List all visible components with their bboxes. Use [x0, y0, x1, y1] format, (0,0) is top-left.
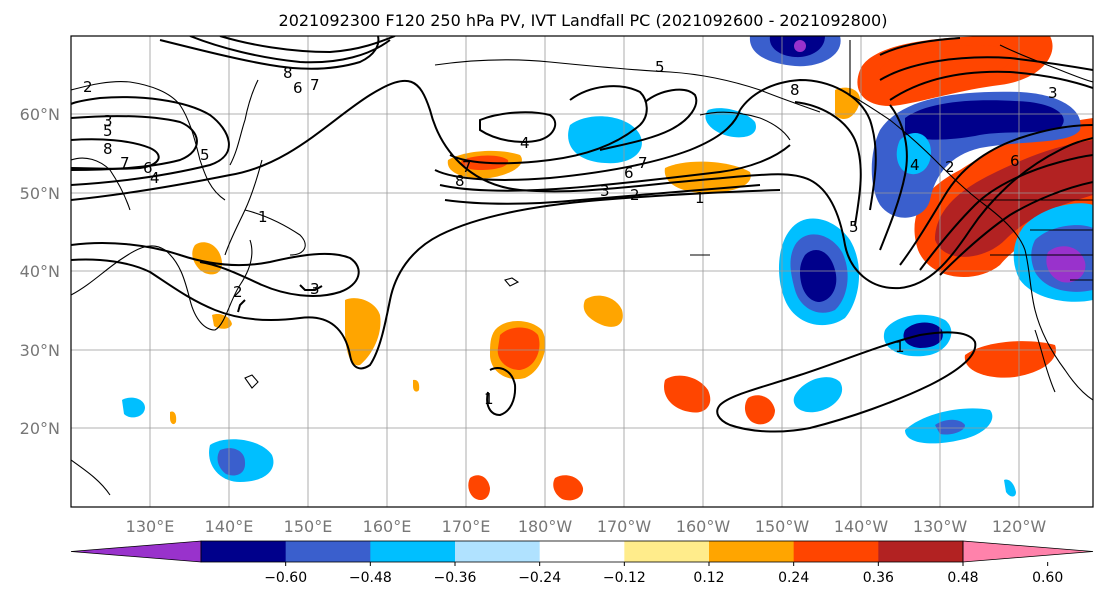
colorbar-border — [200, 540, 964, 563]
contour-label: 3 — [600, 182, 610, 200]
lon-label: 130°W — [913, 517, 968, 536]
contour-label: 7 — [310, 76, 320, 94]
colorbar-segment — [624, 541, 710, 562]
colorbar-tick-label: −0.48 — [349, 570, 392, 586]
lon-label: 130°E — [126, 517, 175, 536]
contour-label: 1 — [695, 189, 705, 207]
contour-label-group: 8 7 6 3 5 8 7 6 4 4 8 7 3 2 1 6 7 5 8 3 — [83, 58, 1058, 408]
pv-contours — [71, 36, 1093, 433]
colorbar-segment — [878, 541, 964, 562]
contour-label: 5 — [655, 58, 665, 76]
contour-label: 4 — [910, 156, 920, 174]
contour-label: 1 — [895, 338, 905, 356]
contour-label: 5 — [200, 146, 210, 164]
colorbar-tick-label: −0.24 — [518, 570, 561, 586]
contour-label: 3 — [1048, 84, 1058, 102]
contour-label: 8 — [283, 64, 293, 82]
colorbar-segment — [285, 541, 371, 562]
contour-label: 2 — [945, 158, 955, 176]
lat-label: 60°N — [20, 105, 60, 124]
lon-label: 160°W — [676, 517, 731, 536]
contour-label: 1 — [484, 390, 494, 408]
colorbar-segment — [793, 541, 879, 562]
contour-label: 3 — [103, 112, 113, 130]
colorbar-segment — [455, 541, 541, 562]
lat-label: 40°N — [20, 262, 60, 281]
colorbar-tick-label: −0.12 — [603, 570, 646, 586]
lon-label: 170°E — [442, 517, 491, 536]
contour-label: 4 — [520, 134, 530, 152]
latitude-labels: 60°N 50°N 40°N 30°N 20°N — [20, 105, 60, 438]
contour-label: 4 — [150, 169, 160, 187]
contour-label: 7 — [462, 158, 472, 176]
lon-label: 150°E — [284, 517, 333, 536]
lon-label: 150°W — [755, 517, 810, 536]
colorbar-tick-label: 0.36 — [863, 570, 894, 586]
lon-label: 180°W — [518, 517, 573, 536]
lat-label: 50°N — [20, 184, 60, 203]
lon-label: 120°W — [992, 517, 1047, 536]
contour-label: 2 — [233, 283, 243, 301]
negative-anomaly-165e-55n — [568, 116, 642, 164]
lat-label: 20°N — [20, 419, 60, 438]
colorbar-tick-label: 0.12 — [693, 570, 724, 586]
colorbar-tick-label: 0.24 — [778, 570, 809, 586]
graticule — [71, 36, 1093, 507]
contour-label: 6 — [624, 164, 634, 182]
contour-label: 5 — [103, 122, 113, 140]
contour-label: 8 — [455, 172, 465, 190]
map-panel: 8 7 6 3 5 8 7 6 4 4 8 7 3 2 1 6 7 5 8 3 — [70, 35, 1094, 508]
lon-label: 160°E — [363, 517, 412, 536]
contour-label: 2 — [83, 78, 93, 96]
contour-label: 2 — [630, 186, 640, 204]
lon-label: 140°E — [205, 517, 254, 536]
colorbar-tick-label: 0.48 — [947, 570, 978, 586]
contour-label: 6 — [293, 79, 303, 97]
contour-label: 8 — [103, 140, 113, 158]
contour-label: 6 — [143, 159, 153, 177]
contour-label: 3 — [310, 280, 320, 298]
colorbar-segment — [370, 541, 456, 562]
map-title: 2021092300 F120 250 hPa PV, IVT Landfall… — [279, 11, 888, 30]
contour-label: 1 — [258, 208, 268, 226]
colorbar-segment — [201, 541, 287, 562]
colorbar-segment — [539, 541, 625, 562]
contour-label: 6 — [1010, 152, 1020, 170]
colorbar-segment — [709, 541, 795, 562]
coastlines — [71, 40, 1093, 496]
colorbar-tick-label: −0.36 — [434, 570, 477, 586]
colorbar-tick-label: −0.60 — [264, 570, 307, 586]
lat-label: 30°N — [20, 341, 60, 360]
contour-label: 8 — [790, 81, 800, 99]
contour-label: 5 — [849, 218, 859, 236]
longitude-labels: 130°E 140°E 150°E 160°E 170°E 180°W 170°… — [126, 517, 1047, 536]
lon-label: 140°W — [834, 517, 889, 536]
contour-label: 7 — [638, 154, 648, 172]
colorbar-ticks: −0.60 −0.48 −0.36 −0.24 −0.12 0.12 0.24 0.36 0.4… — [264, 562, 1063, 586]
lon-label: 170°W — [597, 517, 652, 536]
colorbar-tick-label: 0.60 — [1032, 570, 1063, 586]
colorbar-extend-max — [962, 540, 1094, 563]
colorbar — [70, 540, 1094, 563]
contour-label: 7 — [120, 154, 130, 172]
colorbar-extend-min — [70, 540, 202, 563]
